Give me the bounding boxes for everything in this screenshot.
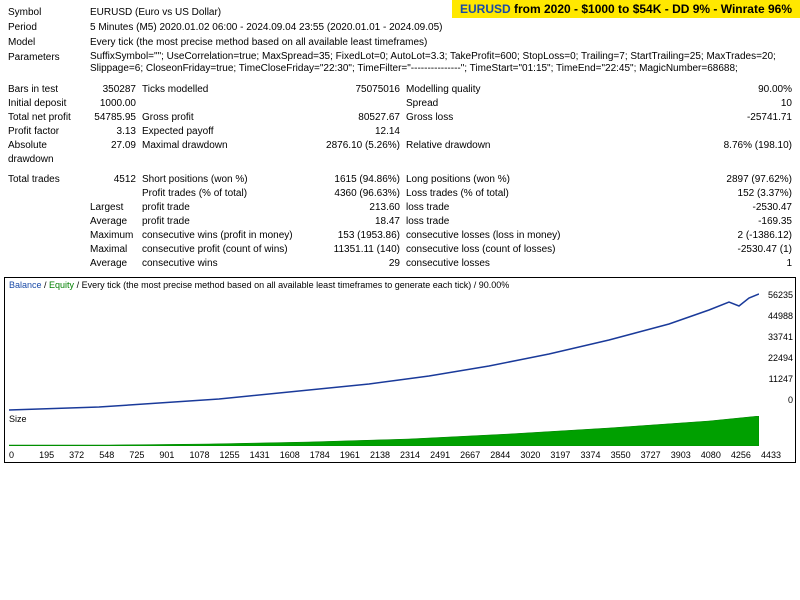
report-content: Symbol EURUSD (Euro vs US Dollar) Period… bbox=[0, 0, 800, 271]
stats-row: Maximal consecutive profit (count of win… bbox=[8, 243, 792, 257]
params-row: Parameters SuffixSymbol=""; UseCorrelati… bbox=[8, 51, 792, 75]
summary-banner: EURUSD from 2020 - $1000 to $54K - DD 9%… bbox=[452, 0, 800, 18]
params-value: SuffixSymbol=""; UseCorrelation=true; Ma… bbox=[90, 51, 792, 75]
stats-row: Profit factor 3.13 Expected payoff 12.14 bbox=[8, 125, 792, 139]
params-label: Parameters bbox=[8, 51, 90, 75]
stats-row: Profit trades (% of total) 4360 (96.63%)… bbox=[8, 187, 792, 201]
stats-row: Total trades 4512 Short positions (won %… bbox=[8, 173, 792, 187]
size-curve-svg bbox=[9, 416, 759, 446]
y-axis-labels: 56235 44988 33741 22494 11247 0 bbox=[768, 290, 793, 416]
model-label: Model bbox=[8, 36, 90, 49]
equity-chart: Balance / Equity / Every tick (the most … bbox=[4, 277, 796, 463]
chart-legend: Balance / Equity / Every tick (the most … bbox=[9, 280, 509, 290]
banner-text: from 2020 - $1000 to $54K - DD 9% - Winr… bbox=[511, 2, 792, 16]
stats-row: Initial deposit 1000.00 Spread 10 bbox=[8, 97, 792, 111]
stats-row: Bars in test 350287 Ticks modelled 75075… bbox=[8, 83, 792, 97]
stats-row: Average consecutive wins 29 consecutive … bbox=[8, 257, 792, 271]
symbol-label: Symbol bbox=[8, 6, 90, 19]
stats-row: Maximum consecutive wins (profit in mone… bbox=[8, 229, 792, 243]
stats-row: Absolute drawdown 27.09 Maximal drawdown… bbox=[8, 139, 792, 167]
period-label: Period bbox=[8, 21, 90, 34]
stats-row: Average profit trade 18.47 loss trade -1… bbox=[8, 215, 792, 229]
equity-curve-svg bbox=[9, 292, 759, 412]
period-row: Period 5 Minutes (M5) 2020.01.02 06:00 -… bbox=[8, 21, 792, 34]
period-value: 5 Minutes (M5) 2020.01.02 06:00 - 2024.0… bbox=[90, 21, 792, 34]
stats-block: Bars in test 350287 Ticks modelled 75075… bbox=[8, 83, 792, 271]
banner-symbol: EURUSD bbox=[460, 2, 511, 16]
x-axis-labels: 0195372548725901107812551431160817841961… bbox=[5, 450, 795, 460]
model-row: Model Every tick (the most precise metho… bbox=[8, 36, 792, 49]
stats-row: Largest profit trade 213.60 loss trade -… bbox=[8, 201, 792, 215]
stats-row: Total net profit 54785.95 Gross profit 8… bbox=[8, 111, 792, 125]
model-value: Every tick (the most precise method base… bbox=[90, 36, 792, 49]
